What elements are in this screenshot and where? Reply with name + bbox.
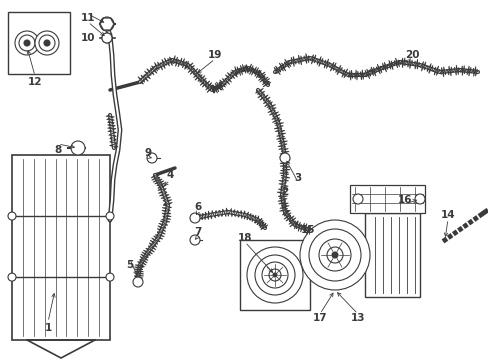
Circle shape [19, 35, 35, 51]
Text: 4: 4 [166, 170, 173, 180]
Text: 11: 11 [81, 13, 95, 23]
Circle shape [8, 273, 16, 281]
Bar [364, 213, 419, 297]
Text: 9: 9 [144, 148, 151, 158]
Text: 18: 18 [237, 233, 252, 243]
Bar [12, 155, 110, 340]
Circle shape [8, 212, 16, 220]
Circle shape [147, 153, 157, 163]
Text: 15: 15 [300, 225, 315, 235]
Text: 7: 7 [194, 227, 201, 237]
Circle shape [15, 31, 39, 55]
Circle shape [133, 277, 142, 287]
Text: 13: 13 [350, 313, 365, 323]
Text: 16: 16 [397, 195, 411, 205]
Circle shape [280, 153, 289, 163]
Text: 1: 1 [44, 323, 52, 333]
Circle shape [190, 213, 200, 223]
Circle shape [299, 220, 369, 290]
Bar [240, 240, 309, 310]
Text: 17: 17 [312, 313, 326, 323]
Bar [8, 12, 70, 74]
Circle shape [254, 255, 294, 295]
Circle shape [262, 262, 287, 288]
Circle shape [268, 269, 281, 281]
Circle shape [102, 33, 112, 43]
Circle shape [414, 194, 424, 204]
Circle shape [308, 229, 360, 281]
Text: 6: 6 [194, 202, 201, 212]
Text: 2: 2 [281, 187, 288, 197]
Circle shape [318, 239, 350, 271]
Text: 20: 20 [404, 50, 418, 60]
Text: 5: 5 [126, 260, 133, 270]
Bar [349, 185, 424, 213]
Circle shape [100, 17, 114, 31]
Circle shape [71, 141, 85, 155]
Circle shape [272, 273, 276, 277]
Text: 12: 12 [28, 77, 42, 87]
Circle shape [44, 40, 50, 46]
Text: 3: 3 [294, 173, 301, 183]
Text: 19: 19 [207, 50, 222, 60]
Circle shape [331, 252, 337, 258]
Circle shape [24, 40, 30, 46]
Circle shape [246, 247, 303, 303]
Circle shape [39, 35, 55, 51]
Circle shape [190, 235, 200, 245]
Circle shape [352, 194, 362, 204]
Circle shape [35, 31, 59, 55]
Circle shape [102, 33, 112, 43]
Text: 10: 10 [81, 33, 95, 43]
Text: 8: 8 [54, 145, 61, 155]
Text: 14: 14 [440, 210, 454, 220]
Circle shape [106, 273, 114, 281]
Circle shape [326, 247, 342, 263]
Polygon shape [100, 18, 114, 30]
Circle shape [106, 212, 114, 220]
